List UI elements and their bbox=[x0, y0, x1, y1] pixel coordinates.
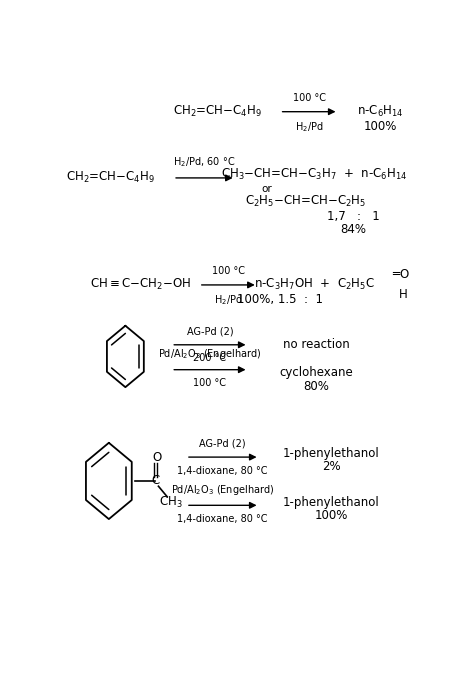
Text: 100 °C: 100 °C bbox=[193, 378, 227, 388]
Text: 1-phenylethanol: 1-phenylethanol bbox=[283, 495, 380, 508]
Text: 100%, 1.5  :  1: 100%, 1.5 : 1 bbox=[237, 293, 323, 306]
Text: CH$_2$=CH$-$C$_4$H$_9$: CH$_2$=CH$-$C$_4$H$_9$ bbox=[173, 104, 262, 119]
Text: O: O bbox=[153, 451, 162, 464]
Text: C$_2$H$_5$$-$CH=CH$-$C$_2$H$_5$: C$_2$H$_5$$-$CH=CH$-$C$_2$H$_5$ bbox=[246, 194, 367, 209]
Text: 100%: 100% bbox=[364, 120, 397, 133]
Text: 100%: 100% bbox=[314, 509, 348, 522]
Text: 80%: 80% bbox=[303, 380, 329, 393]
Text: 100 °C: 100 °C bbox=[292, 93, 326, 103]
Text: 1-phenylethanol: 1-phenylethanol bbox=[283, 447, 380, 460]
Text: 2%: 2% bbox=[322, 460, 340, 473]
Text: cyclohexane: cyclohexane bbox=[280, 366, 353, 379]
Text: Pd/Al$_2$O$_3$ (Engelhard): Pd/Al$_2$O$_3$ (Engelhard) bbox=[171, 483, 274, 497]
Text: AG-Pd (2): AG-Pd (2) bbox=[200, 439, 246, 449]
Text: C: C bbox=[151, 475, 160, 487]
Text: n-C$_6$H$_{14}$: n-C$_6$H$_{14}$ bbox=[357, 104, 404, 119]
Text: 1,4-dioxane, 80 °C: 1,4-dioxane, 80 °C bbox=[177, 466, 268, 475]
Text: H: H bbox=[399, 288, 408, 301]
Text: CH$_2$=CH$-$C$_4$H$_9$: CH$_2$=CH$-$C$_4$H$_9$ bbox=[66, 171, 155, 186]
Text: 200 °C: 200 °C bbox=[193, 353, 227, 363]
Text: H$_2$/Pd, 60 °C: H$_2$/Pd, 60 °C bbox=[173, 155, 236, 169]
Text: 1,4-dioxane, 80 °C: 1,4-dioxane, 80 °C bbox=[177, 514, 268, 524]
Text: 100 °C: 100 °C bbox=[212, 266, 245, 277]
Text: or: or bbox=[262, 184, 272, 193]
Text: 84%: 84% bbox=[340, 224, 366, 237]
Text: no reaction: no reaction bbox=[283, 338, 350, 352]
Text: CH$\equiv$C$-$CH$_2$$-$OH: CH$\equiv$C$-$CH$_2$$-$OH bbox=[90, 277, 191, 292]
Text: n-C$_3$H$_7$OH  +  C$_2$H$_5$C: n-C$_3$H$_7$OH + C$_2$H$_5$C bbox=[254, 277, 375, 292]
Text: Pd/Al$_2$O$_3$ (Engelhard): Pd/Al$_2$O$_3$ (Engelhard) bbox=[158, 347, 262, 361]
Text: CH$_3$$-$CH=CH$-$C$_3$H$_7$  +  n-C$_6$H$_{14}$: CH$_3$$-$CH=CH$-$C$_3$H$_7$ + n-C$_6$H$_… bbox=[221, 167, 408, 182]
Text: AG-Pd (2): AG-Pd (2) bbox=[187, 326, 233, 336]
Text: 1,7   :   1: 1,7 : 1 bbox=[327, 210, 380, 222]
Text: $═$O: $═$O bbox=[392, 268, 410, 281]
Text: CH$_3$: CH$_3$ bbox=[159, 495, 183, 510]
Text: H$_2$/Pd: H$_2$/Pd bbox=[214, 293, 243, 308]
Text: H$_2$/Pd: H$_2$/Pd bbox=[295, 120, 323, 134]
